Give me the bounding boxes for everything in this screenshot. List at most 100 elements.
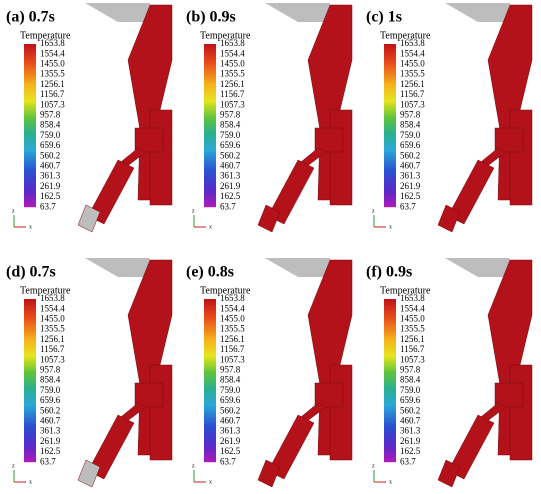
colorbar-tick-label: 1455.0 (400, 313, 425, 323)
colorbar-tick-label: 1256.1 (400, 79, 425, 89)
axis-label: z (192, 208, 195, 214)
panel-label: (c) 1s (366, 9, 402, 26)
panel: (a) 0.7sTemperature1653.81554.41455.0135… (6, 3, 172, 232)
colorbar (384, 44, 396, 207)
colorbar-tick-label: 1554.4 (400, 303, 425, 313)
axis-label: x (209, 479, 212, 485)
panel: (b) 0.9sTemperature1653.81554.41455.0135… (186, 3, 352, 232)
colorbar-tick-label: 1554.4 (400, 48, 425, 58)
panel: (c) 1sTemperature1653.81554.41455.01355.… (366, 3, 532, 232)
colorbar-tick-label: 560.2 (400, 405, 420, 415)
colorbar-tick-label: 63.7 (220, 456, 236, 466)
colorbar-tick-label: 361.3 (220, 171, 241, 181)
panel-label: (e) 0.8s (186, 264, 234, 281)
colorbar-tick-label: 957.8 (400, 109, 421, 119)
colorbar-tick-label: 1554.4 (220, 303, 245, 313)
colorbar-tick-label: 460.7 (40, 160, 61, 170)
colorbar-tick-label: 659.6 (220, 140, 241, 150)
colorbar-tick-label: 560.2 (220, 405, 240, 415)
axis-label: x (389, 479, 392, 485)
colorbar-tick-label: 1355.5 (220, 69, 245, 79)
colorbar-tick-label: 858.4 (40, 120, 61, 130)
colorbar (24, 44, 36, 207)
colorbar-tick-label: 659.6 (40, 395, 61, 405)
colorbar-tick-label: 261.9 (40, 436, 61, 446)
colorbar-tick-label: 1156.7 (40, 344, 65, 354)
column (330, 365, 352, 460)
colorbar-tick-label: 1554.4 (220, 48, 245, 58)
colorbar-tick-label: 858.4 (40, 375, 61, 385)
colorbar-tick-label: 1355.5 (40, 69, 65, 79)
axis-label: x (29, 479, 32, 485)
colorbar-tick-label: 957.8 (220, 364, 241, 374)
colorbar-tick-label: 560.2 (400, 150, 420, 160)
colorbar-tick-label: 361.3 (220, 426, 241, 436)
colorbar-tick-label: 1653.8 (220, 38, 245, 48)
colorbar-tick-label: 858.4 (400, 120, 421, 130)
axis-label: z (372, 208, 375, 214)
colorbar-tick-label: 63.7 (400, 456, 416, 466)
colorbar-tick-label: 1355.5 (40, 324, 65, 334)
panel: (f) 0.9sTemperature1653.81554.41455.0135… (366, 258, 532, 487)
plate (85, 258, 150, 277)
colorbar-tick-label: 957.8 (400, 364, 421, 374)
colorbar-tick-label: 1653.8 (220, 293, 245, 303)
colorbar-tick-label: 460.7 (220, 160, 241, 170)
colorbar-tick-label: 1554.4 (40, 303, 65, 313)
colorbar-tick-label: 759.0 (40, 130, 61, 140)
colorbar (204, 44, 216, 207)
colorbar-tick-label: 1156.7 (220, 344, 245, 354)
colorbar-tick-label: 1653.8 (40, 38, 65, 48)
plate (265, 3, 330, 22)
plate (85, 3, 150, 22)
colorbar-tick-label: 858.4 (400, 375, 421, 385)
axis-label: x (29, 224, 32, 230)
figure: (a) 0.7sTemperature1653.81554.41455.0135… (0, 0, 541, 494)
colorbar-tick-label: 261.9 (220, 181, 241, 191)
colorbar-tick-label: 560.2 (40, 150, 60, 160)
colorbar-tick-label: 858.4 (220, 375, 241, 385)
colorbar-tick-label: 1455.0 (40, 313, 65, 323)
colorbar-tick-label: 1256.1 (400, 334, 425, 344)
axis-label: x (209, 224, 212, 230)
colorbar-tick-label: 162.5 (400, 191, 421, 201)
panel-label: (a) 0.7s (6, 9, 55, 26)
colorbar-tick-label: 659.6 (220, 395, 241, 405)
colorbar-tick-label: 957.8 (220, 109, 241, 119)
colorbar-tick-label: 63.7 (400, 201, 416, 211)
colorbar-tick-label: 460.7 (40, 415, 61, 425)
colorbar-tick-label: 1057.3 (220, 99, 245, 109)
colorbar (24, 299, 36, 462)
colorbar-tick-label: 1455.0 (400, 58, 425, 68)
colorbar-tick-label: 1057.3 (220, 354, 245, 364)
colorbar-tick-label: 1057.3 (40, 99, 65, 109)
colorbar-tick-label: 1455.0 (220, 58, 245, 68)
colorbar-tick-label: 162.5 (40, 191, 61, 201)
colorbar-tick-label: 162.5 (40, 446, 61, 456)
colorbar-tick-label: 1256.1 (40, 79, 65, 89)
colorbar-tick-label: 361.3 (40, 426, 61, 436)
colorbar-tick-label: 957.8 (40, 109, 61, 119)
colorbar-tick-label: 1256.1 (40, 334, 65, 344)
colorbar-tick-label: 759.0 (220, 385, 241, 395)
colorbar-tick-label: 858.4 (220, 120, 241, 130)
column (510, 365, 532, 460)
colorbar-tick-label: 63.7 (40, 201, 56, 211)
colorbar-tick-label: 460.7 (400, 415, 421, 425)
colorbar-tick-label: 957.8 (40, 364, 61, 374)
colorbar-tick-label: 63.7 (40, 456, 56, 466)
axis-label: z (192, 463, 195, 469)
colorbar-tick-label: 759.0 (40, 385, 61, 395)
colorbar-tick-label: 361.3 (40, 171, 61, 181)
panel-label: (f) 0.9s (366, 264, 412, 281)
column (150, 110, 172, 205)
colorbar-tick-label: 162.5 (400, 446, 421, 456)
colorbar-tick-label: 261.9 (40, 181, 61, 191)
panel: (e) 0.8sTemperature1653.81554.41455.0135… (186, 258, 352, 487)
colorbar-tick-label: 1256.1 (220, 79, 245, 89)
column (330, 110, 352, 205)
colorbar-tick-label: 261.9 (400, 181, 421, 191)
colorbar-tick-label: 659.6 (400, 140, 421, 150)
colorbar (384, 299, 396, 462)
panel-label: (d) 0.7s (6, 264, 56, 281)
